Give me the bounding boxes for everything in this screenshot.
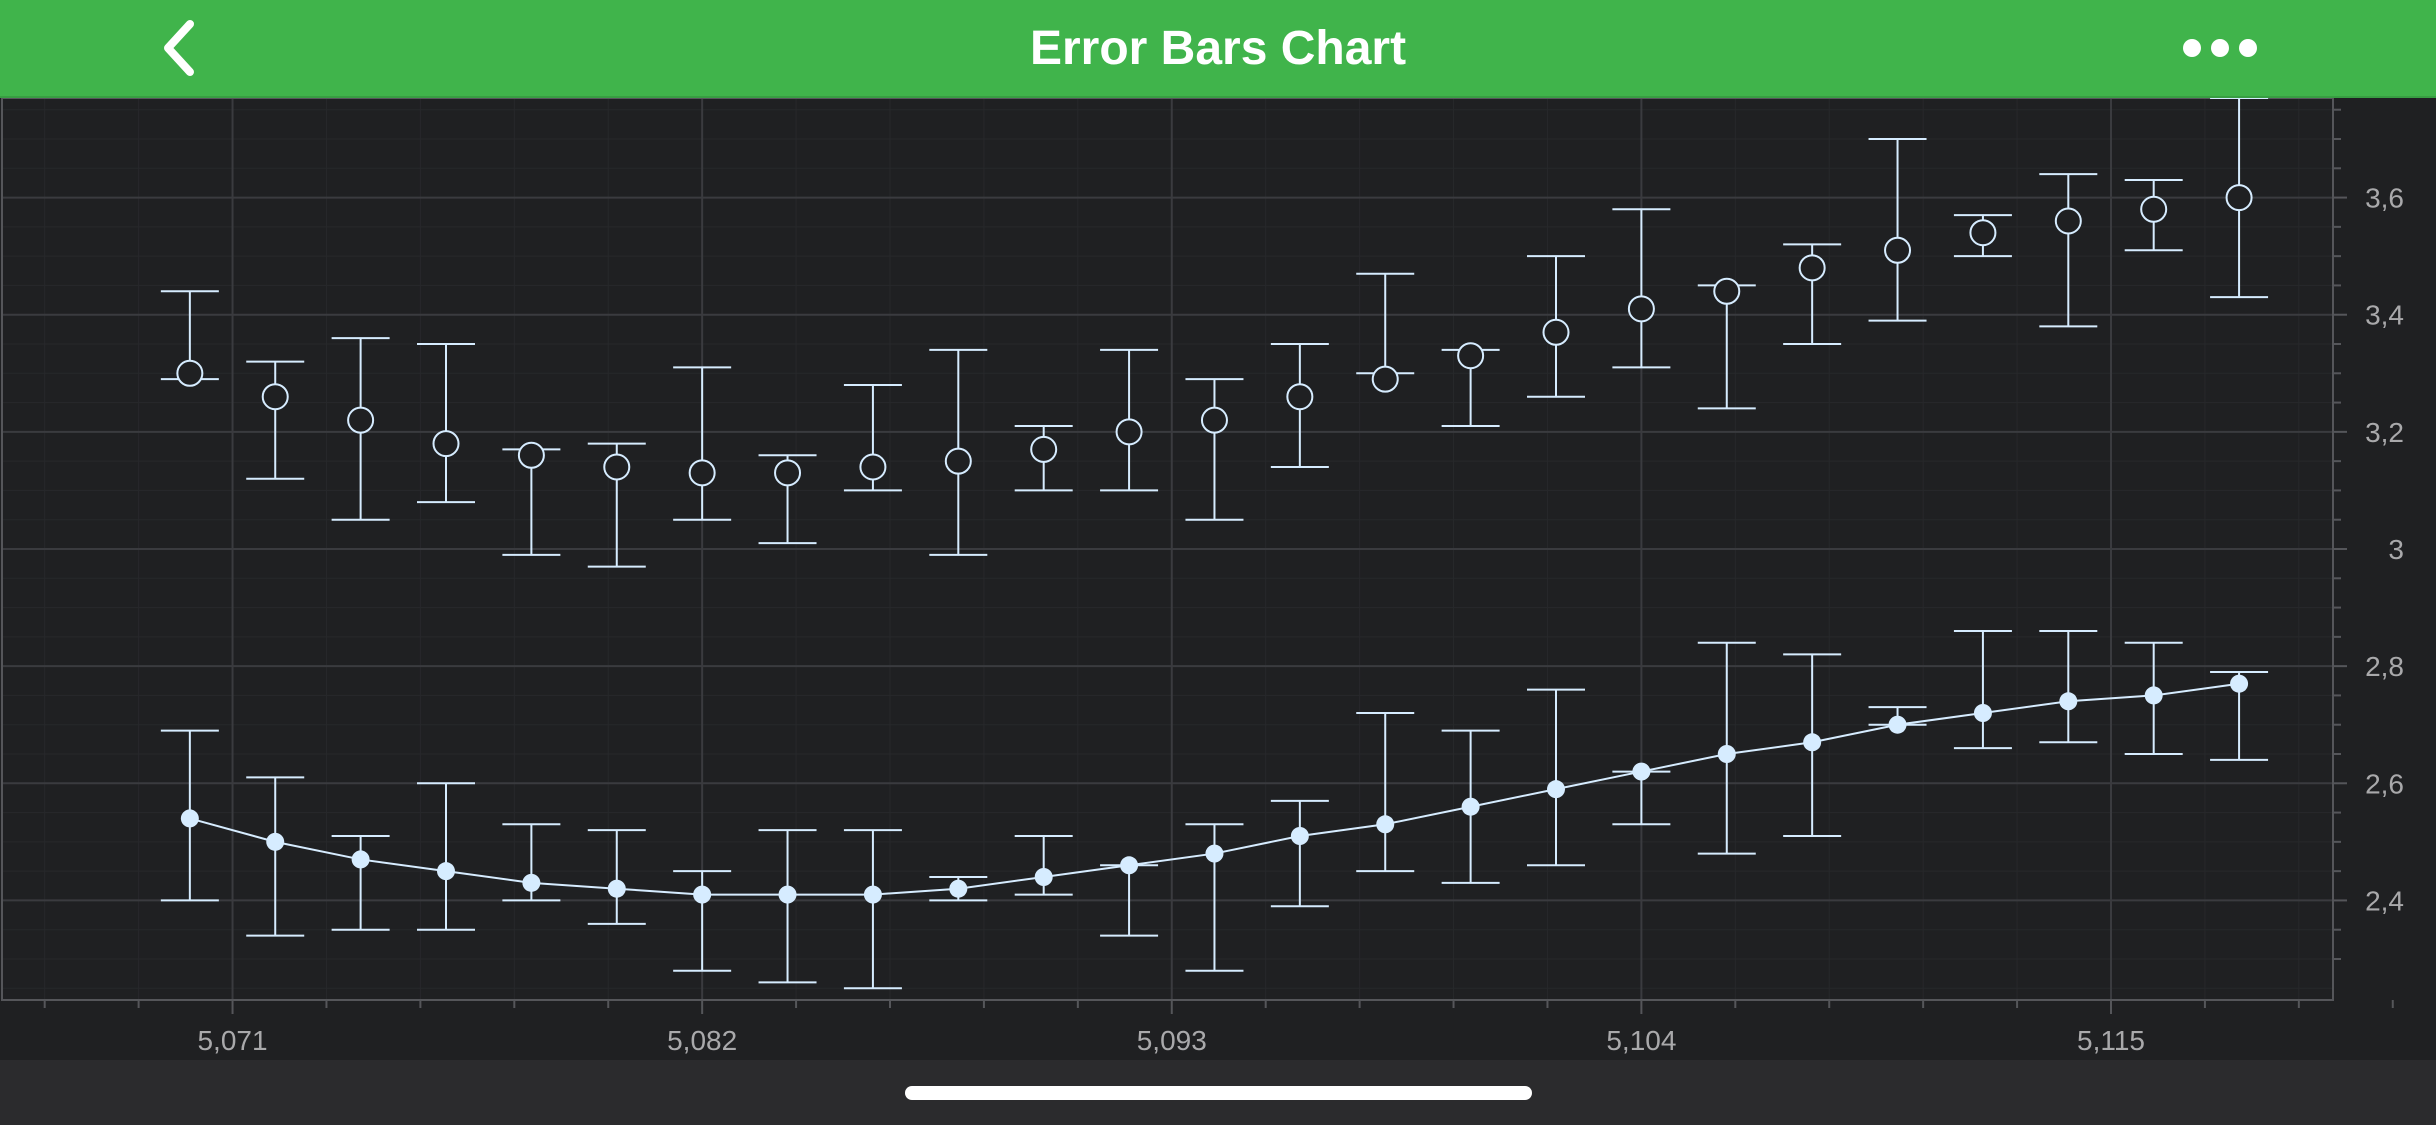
data-point xyxy=(1627,295,1655,323)
data-point xyxy=(266,832,285,851)
data-point xyxy=(437,862,455,881)
data-point xyxy=(1200,406,1228,434)
data-point xyxy=(261,383,289,411)
data-point xyxy=(1632,762,1651,781)
error-bars-chart[interactable]: 5,071 5,082 5,093 5,104 5,115 2,4 2,6 2,8 3 3,2 3,… xyxy=(0,97,2436,1060)
data-point xyxy=(1461,797,1480,816)
data-point xyxy=(607,879,626,898)
y-tick-label: 3 xyxy=(2388,534,2404,565)
data-point xyxy=(1371,365,1399,393)
y-tick-label: 2,8 xyxy=(2365,651,2404,682)
data-point xyxy=(2144,686,2163,705)
series-1 xyxy=(160,98,2269,568)
more-horizontal-icon xyxy=(2183,39,2257,57)
page-title: Error Bars Chart xyxy=(1029,21,1407,75)
data-point xyxy=(863,885,882,904)
x-tick-label: 5,115 xyxy=(2077,1025,2145,1056)
data-point xyxy=(1798,254,1826,282)
data-point xyxy=(1205,844,1224,863)
data-point xyxy=(1542,318,1570,346)
data-point xyxy=(949,879,968,898)
data-point xyxy=(1973,704,1992,722)
data-point xyxy=(1803,733,1822,752)
data-point xyxy=(1120,856,1139,875)
y-tick-label: 3,4 xyxy=(2365,300,2404,331)
data-point xyxy=(351,850,370,869)
x-tick-label: 5,093 xyxy=(1137,1025,1207,1056)
chart-area[interactable]: 5,071 5,082 5,093 5,104 5,115 2,4 2,6 2,8 3 3,2 3,… xyxy=(0,97,2436,1060)
data-point xyxy=(1717,745,1736,763)
data-point xyxy=(2140,195,2168,223)
data-point xyxy=(1457,342,1485,370)
data-point xyxy=(180,809,199,828)
data-point xyxy=(778,885,797,904)
data-point xyxy=(2225,184,2253,212)
y-tick-label: 3,2 xyxy=(2365,417,2404,448)
data-point xyxy=(944,447,972,475)
data-point xyxy=(347,406,375,434)
y-tick-label: 3,6 xyxy=(2365,183,2404,214)
data-point xyxy=(1286,383,1314,411)
x-tick-label: 5,104 xyxy=(1606,1025,1676,1056)
data-point xyxy=(693,885,712,904)
data-point xyxy=(1376,815,1395,834)
y-tick-label: 2,6 xyxy=(2365,768,2404,799)
data-point xyxy=(859,453,887,481)
x-tick-label: 5,071 xyxy=(197,1025,267,1056)
axes: 5,071 5,082 5,093 5,104 5,115 2,4 2,6 2,8 3 3,2 3,… xyxy=(43,108,2404,1056)
data-point xyxy=(774,459,802,487)
y-tick-label: 2,4 xyxy=(2365,885,2404,916)
data-point xyxy=(1290,827,1309,845)
home-indicator[interactable] xyxy=(905,1086,1532,1100)
data-point xyxy=(1030,435,1058,463)
data-point xyxy=(2059,692,2078,711)
data-point xyxy=(1884,236,1912,264)
x-tick-label: 5,082 xyxy=(667,1025,737,1056)
data-point xyxy=(1034,868,1053,886)
back-button[interactable] xyxy=(140,10,220,86)
data-point xyxy=(688,459,716,487)
more-options-button[interactable] xyxy=(2170,18,2270,78)
data-point xyxy=(2054,207,2082,235)
data-point xyxy=(1888,715,1907,734)
data-point xyxy=(517,441,545,469)
data-point xyxy=(1547,780,1565,799)
data-point xyxy=(1969,219,1997,247)
data-point xyxy=(432,430,460,458)
data-point xyxy=(1115,418,1143,446)
app-header: Error Bars Chart xyxy=(0,0,2436,98)
chevron-left-icon xyxy=(164,20,194,76)
data-point xyxy=(1713,277,1741,305)
data-point xyxy=(603,453,631,481)
data-point xyxy=(2230,674,2249,693)
grid-lines xyxy=(2,98,2333,1000)
data-point xyxy=(176,359,204,387)
data-point xyxy=(522,873,541,892)
series-2 xyxy=(160,630,2269,990)
